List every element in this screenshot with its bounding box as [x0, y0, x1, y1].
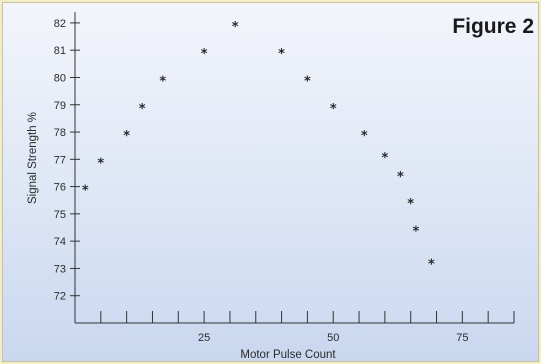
- x-tick-label: 75: [456, 332, 468, 344]
- data-point: *: [381, 151, 388, 166]
- y-tick-label: 78: [54, 127, 66, 139]
- y-tick-label: 79: [54, 100, 66, 112]
- y-tick-label: 74: [54, 236, 66, 248]
- data-point: *: [232, 20, 239, 35]
- x-axis-title: Motor Pulse Count: [240, 349, 336, 361]
- y-tick-label: 80: [54, 72, 66, 84]
- data-point: *: [123, 129, 130, 144]
- data-point: *: [278, 47, 285, 62]
- data-point: *: [330, 102, 337, 117]
- x-tick-label: 25: [198, 332, 210, 344]
- x-axis-ticks: 25 50 75: [100, 311, 515, 344]
- y-tick-label: 82: [54, 18, 66, 30]
- data-points: ****************: [82, 20, 435, 272]
- y-axis-ticks: 72 73 74 75 76 77 78 79 80 81 82: [54, 18, 80, 303]
- data-point: *: [139, 102, 146, 117]
- data-point: *: [97, 156, 104, 171]
- y-tick-label: 76: [54, 182, 66, 194]
- data-point: *: [428, 257, 435, 272]
- data-point: *: [397, 170, 404, 185]
- data-point: *: [159, 74, 166, 89]
- axes: [74, 12, 514, 324]
- y-axis-title: Signal Strength %: [27, 112, 39, 204]
- data-point: *: [201, 47, 208, 62]
- y-tick-label: 73: [54, 263, 66, 275]
- figure-label: Figure 2: [452, 15, 534, 38]
- x-tick-label: 50: [327, 332, 339, 344]
- y-tick-label: 81: [54, 45, 66, 57]
- y-tick-label: 72: [54, 291, 66, 303]
- data-point: *: [361, 129, 368, 144]
- y-tick-label: 75: [54, 209, 66, 221]
- data-point: *: [412, 225, 419, 240]
- y-tick-label: 77: [54, 154, 66, 166]
- data-point: *: [304, 74, 311, 89]
- data-point: *: [82, 184, 89, 199]
- data-point: *: [407, 197, 414, 212]
